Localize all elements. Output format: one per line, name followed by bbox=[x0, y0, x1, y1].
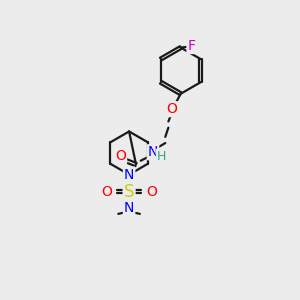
Text: H: H bbox=[157, 150, 166, 163]
Text: O: O bbox=[101, 184, 112, 199]
Text: N: N bbox=[148, 145, 158, 159]
Text: N: N bbox=[124, 202, 134, 215]
Text: N: N bbox=[124, 168, 134, 182]
Text: F: F bbox=[188, 39, 196, 53]
Text: O: O bbox=[115, 149, 126, 163]
Text: S: S bbox=[124, 182, 134, 200]
Text: O: O bbox=[166, 102, 177, 116]
Text: O: O bbox=[146, 184, 157, 199]
